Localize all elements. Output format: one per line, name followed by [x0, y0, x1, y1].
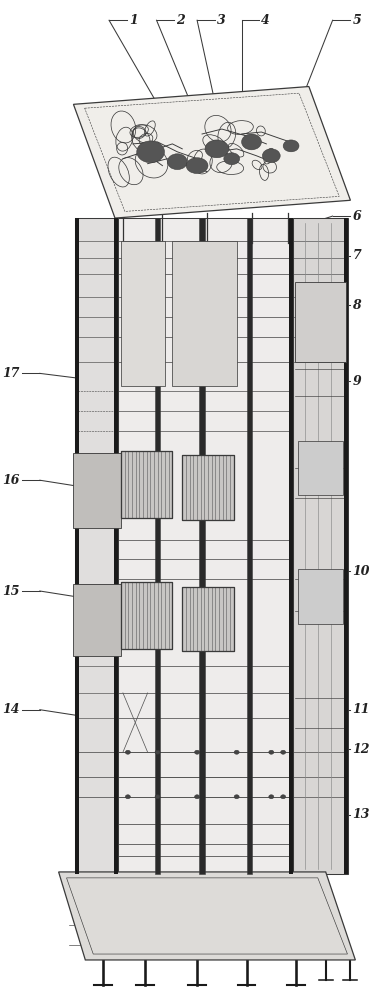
Ellipse shape [125, 795, 130, 799]
Bar [182, 455, 234, 520]
Bar [289, 218, 293, 874]
Polygon shape [74, 87, 350, 218]
Ellipse shape [281, 750, 286, 754]
Polygon shape [118, 218, 293, 874]
Ellipse shape [155, 795, 160, 799]
Polygon shape [293, 218, 349, 874]
Polygon shape [172, 241, 237, 386]
Text: 14: 14 [3, 703, 20, 716]
Ellipse shape [137, 141, 165, 163]
Bar [199, 218, 205, 874]
Polygon shape [121, 241, 165, 386]
Ellipse shape [263, 149, 280, 163]
Text: 13: 13 [352, 808, 370, 821]
Ellipse shape [186, 158, 208, 174]
Bar [154, 218, 161, 874]
Text: 17: 17 [3, 367, 20, 380]
Polygon shape [59, 872, 356, 960]
Polygon shape [75, 218, 118, 874]
Ellipse shape [281, 795, 286, 799]
Ellipse shape [242, 134, 261, 150]
Text: 5: 5 [352, 14, 361, 27]
Ellipse shape [234, 750, 239, 754]
Ellipse shape [155, 750, 160, 754]
Text: 2: 2 [176, 14, 185, 27]
Text: 11: 11 [352, 703, 370, 716]
Ellipse shape [224, 153, 240, 165]
Ellipse shape [269, 795, 274, 799]
Text: 4: 4 [261, 14, 270, 27]
Text: 10: 10 [352, 565, 370, 578]
Bar [114, 218, 118, 874]
Polygon shape [295, 282, 347, 362]
Text: 6: 6 [352, 210, 361, 223]
Text: 1: 1 [129, 14, 138, 27]
Bar [75, 218, 79, 874]
Ellipse shape [167, 154, 187, 170]
Bar [247, 218, 252, 874]
Text: 8: 8 [352, 299, 361, 312]
Polygon shape [298, 441, 343, 495]
Ellipse shape [205, 140, 229, 158]
Ellipse shape [234, 795, 239, 799]
Text: 15: 15 [3, 585, 20, 598]
Bar [121, 451, 172, 518]
Ellipse shape [283, 140, 299, 152]
Ellipse shape [194, 795, 200, 799]
Text: 7: 7 [352, 249, 361, 262]
Bar [182, 587, 234, 651]
Text: 16: 16 [3, 474, 20, 487]
Bar [182, 455, 234, 520]
Text: 9: 9 [352, 375, 361, 388]
Ellipse shape [194, 750, 200, 754]
Polygon shape [74, 453, 121, 528]
Text: 3: 3 [217, 14, 226, 27]
Polygon shape [298, 569, 343, 624]
Bar [121, 451, 172, 518]
Bar [121, 582, 172, 649]
Ellipse shape [269, 750, 274, 754]
Text: 12: 12 [352, 743, 370, 756]
Ellipse shape [125, 750, 130, 754]
Bar [345, 218, 349, 874]
Bar [121, 582, 172, 649]
Polygon shape [74, 584, 121, 656]
Bar [182, 587, 234, 651]
